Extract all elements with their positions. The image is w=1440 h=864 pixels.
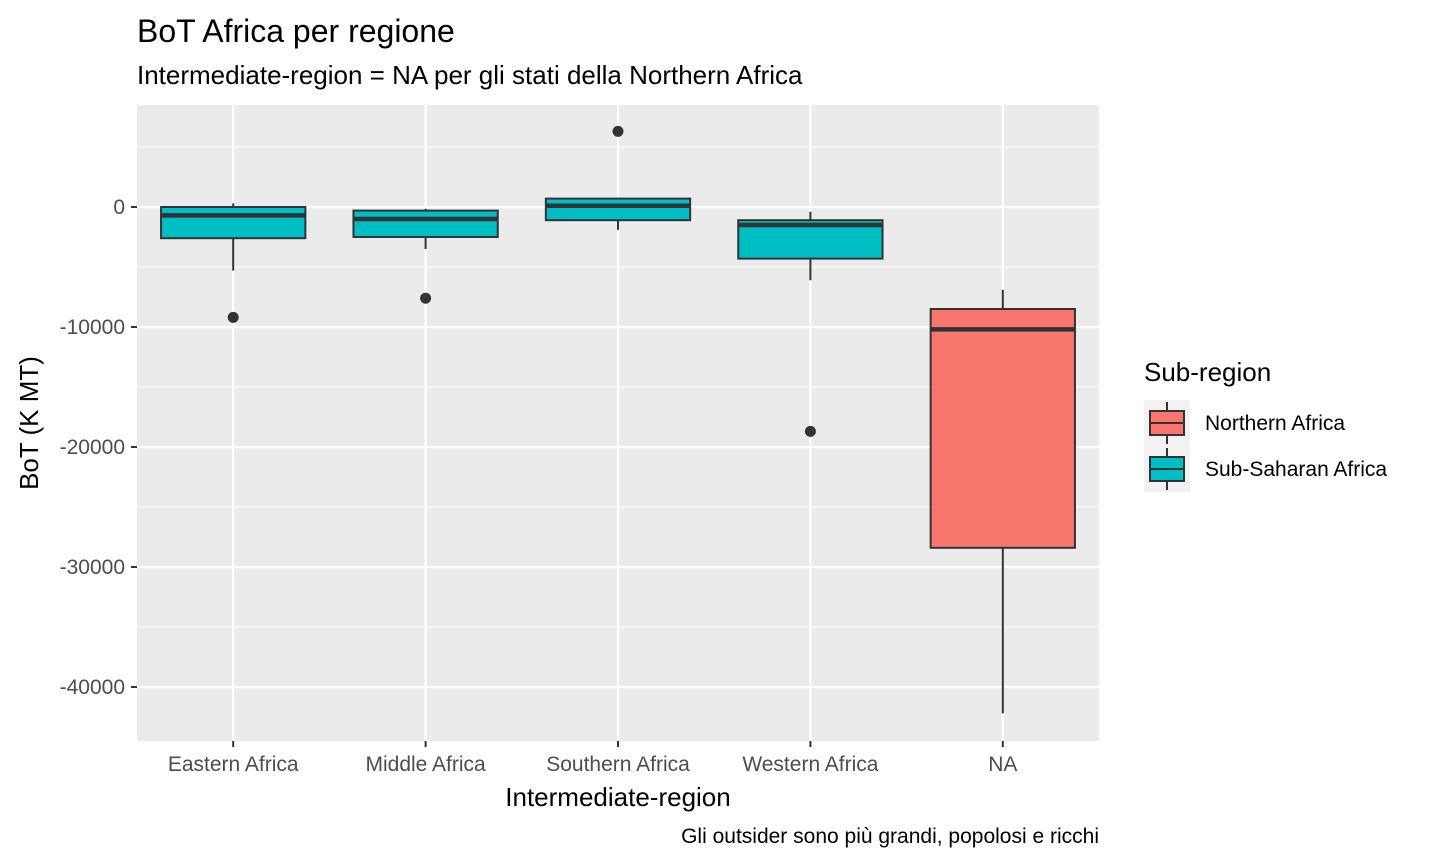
legend: Sub-region Northern Africa Sub-Saharan Af… (1144, 357, 1387, 492)
legend-label: Northern Africa (1205, 412, 1345, 435)
x-tick-label: Middle Africa (365, 753, 486, 776)
y-tick-label: 0 (113, 196, 125, 219)
x-tick-label: NA (988, 753, 1017, 776)
chart-title: BoT Africa per regione (137, 13, 455, 49)
box-na (929, 289, 1076, 714)
y-tick-label: -30000 (60, 556, 125, 579)
box-eastern-africa (160, 203, 307, 323)
box-middle-africa (352, 208, 499, 304)
y-tick-label: -40000 (60, 676, 125, 699)
box-western-africa (737, 211, 884, 437)
y-tick-label: -20000 (60, 436, 125, 459)
y-tick-label: -10000 (60, 316, 125, 339)
outlier-point (420, 292, 432, 304)
outlier-point (227, 311, 239, 323)
box-iqr (352, 209, 499, 239)
x-tick-label: Eastern Africa (168, 753, 299, 776)
outlier-point (804, 425, 816, 437)
box-layer (160, 125, 1076, 714)
x-tick-label: Western Africa (742, 753, 878, 776)
x-axis-title: Intermediate-region (505, 782, 730, 812)
outlier-point (612, 125, 624, 137)
y-axis-title: BoT (K MT) (14, 356, 44, 490)
box-iqr (544, 197, 692, 222)
box-southern-africa (544, 125, 692, 230)
chart-caption: Gli outsider sono più grandi, popolosi e… (681, 825, 1099, 848)
legend-label: Sub-Saharan Africa (1205, 458, 1387, 481)
x-axis-ticks: Eastern Africa Middle Africa Southern Afri… (168, 741, 1017, 776)
legend-title: Sub-region (1144, 357, 1271, 387)
legend-key-northern-africa (1149, 402, 1185, 444)
chart-subtitle: Intermediate-region = NA per gli stati d… (137, 60, 803, 90)
legend-key-sub-saharan-africa (1149, 448, 1185, 490)
box-iqr (929, 308, 1076, 549)
box-iqr (160, 206, 307, 240)
x-tick-label: Southern Africa (546, 753, 690, 776)
y-axis-ticks: 0 -10000 -20000 -30000 -40000 (60, 196, 137, 699)
